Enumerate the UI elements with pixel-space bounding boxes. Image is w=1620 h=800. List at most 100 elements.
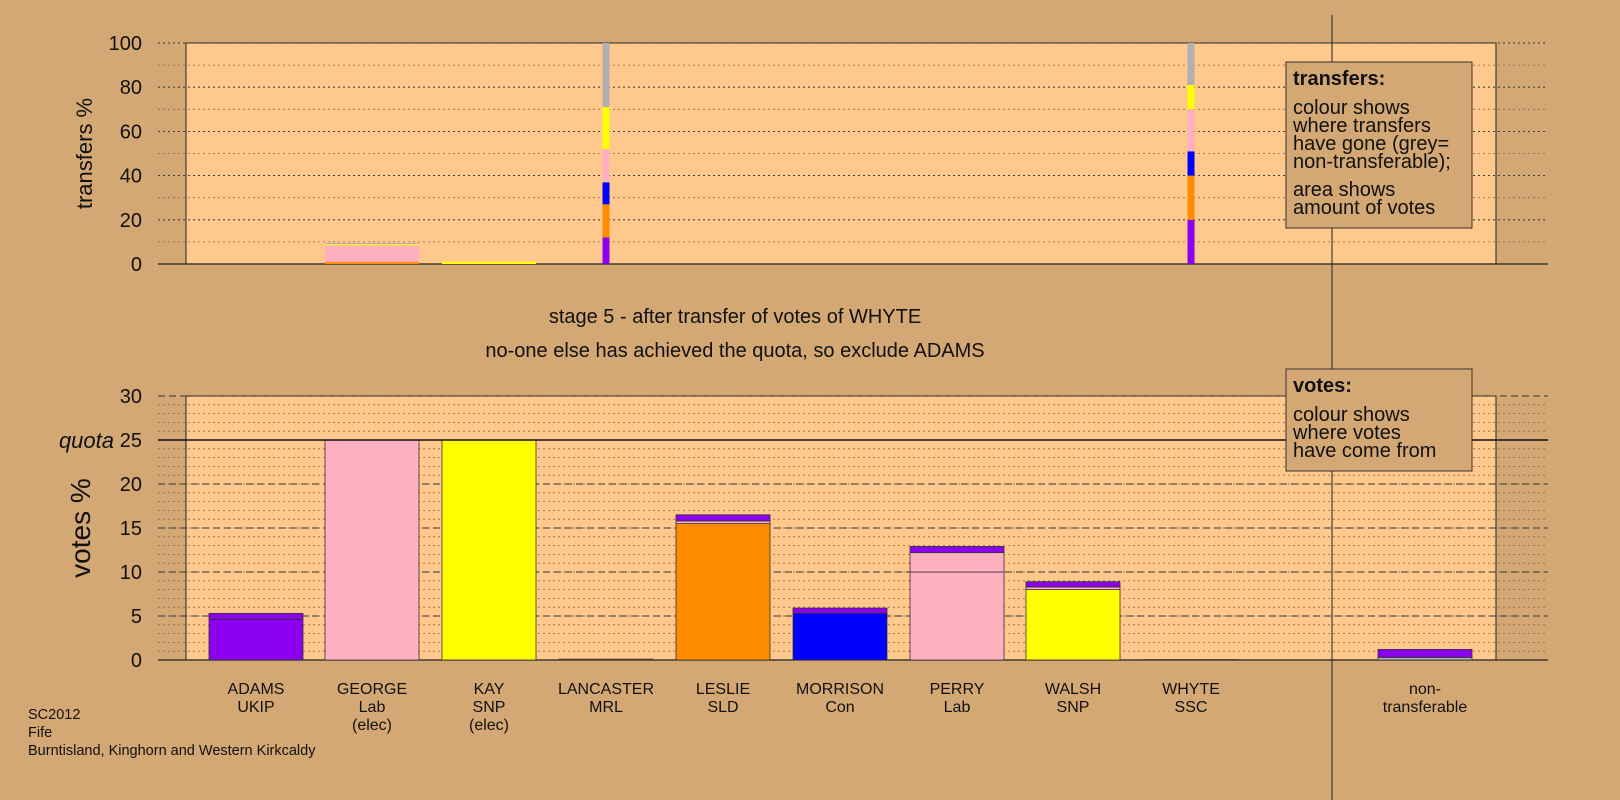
candidate-label-line: WHYTE (1162, 681, 1220, 698)
candidate-label-line: UKIP (237, 699, 274, 716)
transfers-legend-title: transfers: (1293, 68, 1385, 90)
candidate-label-line: MORRISON (796, 681, 884, 698)
bar-non-transferable (1377, 649, 1473, 661)
bar-walsh (1025, 581, 1121, 661)
bar-segment-george-3 (325, 243, 419, 245)
bar-segment-perry-0 (909, 571, 1005, 661)
candidate-labels: ADAMSUKIPGEORGELab(elec)KAYSNP(elec)LANC… (228, 681, 1468, 734)
bar-segment-whyte-2 (1187, 151, 1195, 176)
bar-whyte (1143, 659, 1239, 661)
stage-titles: stage 5 - after transfer of votes of WHY… (485, 306, 984, 362)
y-tick-label: 80 (120, 77, 142, 99)
y-tick-label: 40 (120, 166, 142, 188)
transfers-legend-box (1285, 61, 1473, 229)
bar-adams (208, 612, 304, 661)
bar-segment-george-2 (325, 244, 419, 246)
y-tick-label: 30 (120, 386, 142, 408)
candidate-label-line: SLD (707, 699, 738, 716)
transfers-legend-line: non-transferable); (1293, 151, 1451, 173)
bar-lancaster (558, 658, 654, 661)
bar-segment-whyte-4 (1187, 84, 1195, 110)
bar-segment-walsh-0 (1025, 589, 1121, 661)
bar-segment-whyte-5 (1187, 43, 1195, 85)
y-tick-label: 20 (120, 474, 142, 496)
votes-legend-line: where votes (1292, 422, 1401, 444)
candidate-label-line: transferable (1383, 699, 1468, 716)
bar-segment-morrison-1 (792, 607, 888, 614)
votes-legend-line: colour shows (1293, 404, 1410, 426)
bar-perry (909, 546, 1005, 661)
candidate-label-line: Con (825, 699, 854, 716)
footer-line: Burntisland, Kinghorn and Western Kirkca… (28, 743, 316, 759)
transfers-legend-line: have gone (grey= (1293, 133, 1449, 155)
candidate-label-line: KAY (474, 681, 505, 698)
y-tick-label: 60 (120, 121, 142, 143)
candidate-label-line: ADAMS (228, 681, 285, 698)
bar-kay (442, 261, 536, 264)
footer-line: SC2012 (28, 707, 80, 723)
candidate-label-line: non- (1409, 681, 1441, 698)
bar-segment-lancaster-4 (602, 107, 610, 150)
candidate-label-line: Lab (944, 699, 971, 716)
bar-morrison (792, 607, 888, 661)
votes-chart: 0 5 10 15 20 25 30 votes % quota (59, 386, 1548, 672)
bar-george (324, 439, 420, 661)
bar-segment-walsh-2 (1025, 581, 1121, 588)
y-tick-label: 100 (109, 33, 142, 55)
candidate-label-line: WALSH (1045, 681, 1101, 698)
candidate-label-line: (elec) (352, 717, 392, 734)
transfers-chart: 0 20 40 60 80 100 transfers % (72, 33, 1548, 276)
transfers-legend-line: amount of votes (1293, 197, 1435, 219)
candidate-label-line: GEORGE (337, 681, 407, 698)
candidate-label-line: SNP (1057, 699, 1090, 716)
bar-segment-george-1 (325, 245, 419, 262)
bar-segment-lancaster-1 (602, 204, 610, 238)
y-tick-label: 10 (120, 562, 142, 584)
bar-segment-leslie-2 (675, 514, 771, 522)
bar-segment-lancaster-2 (602, 182, 610, 205)
bar-segment-lancaster-3 (602, 149, 610, 183)
candidate-label-line: (elec) (469, 717, 509, 734)
bar-lancaster (602, 43, 610, 264)
bar-segment-perry-2 (909, 546, 1005, 554)
votes-legend-box (1285, 368, 1473, 472)
bar-kay (441, 439, 537, 661)
y-tick-label: 5 (131, 606, 142, 628)
candidate-label-line: MRL (589, 699, 623, 716)
bar-segment-morrison-0 (792, 612, 888, 661)
candidate-label-line: Lab (359, 699, 386, 716)
candidate-label-line: PERRY (930, 681, 985, 698)
bar-segment-kay-0 (442, 261, 536, 264)
bar-segment-lancaster-0 (602, 237, 610, 264)
transfers-legend-line: colour shows (1293, 97, 1410, 119)
bar-segment-kay-0 (441, 439, 537, 661)
votes-legend-line: have come from (1293, 440, 1436, 462)
transfers-y-axis-label: transfers % (72, 98, 97, 209)
y-tick-label: 0 (131, 254, 142, 276)
bar-segment-george-0 (324, 439, 420, 661)
bar-segment-lancaster-5 (602, 43, 610, 108)
bar-george (325, 243, 419, 264)
bar-segment-whyte-0 (1143, 659, 1239, 661)
stage-subtitle: no-one else has achieved the quota, so e… (485, 340, 984, 362)
y-tick-label: 15 (120, 518, 142, 540)
bar-segment-whyte-1 (1187, 175, 1195, 220)
candidate-label-line: SSC (1175, 699, 1208, 716)
bar-leslie (675, 514, 771, 661)
y-tick-label: 0 (131, 650, 142, 672)
candidate-label-line: LANCASTER (558, 681, 654, 698)
bar-segment-perry-1 (909, 552, 1005, 573)
bar-segment-non-transferable-1 (1377, 649, 1473, 658)
bar-whyte (1187, 43, 1195, 264)
votes-legend-title: votes: (1293, 375, 1352, 397)
y-tick-label: 20 (120, 210, 142, 232)
votes-y-axis-label: votes % (65, 478, 96, 578)
footer-line: Fife (28, 725, 52, 741)
transfers-legend-line: where transfers (1292, 115, 1431, 137)
stage-title: stage 5 - after transfer of votes of WHY… (549, 306, 921, 328)
bar-segment-george-0 (325, 261, 419, 264)
bar-segment-lancaster-0 (558, 658, 654, 661)
transfers-legend-line: area shows (1293, 179, 1395, 201)
